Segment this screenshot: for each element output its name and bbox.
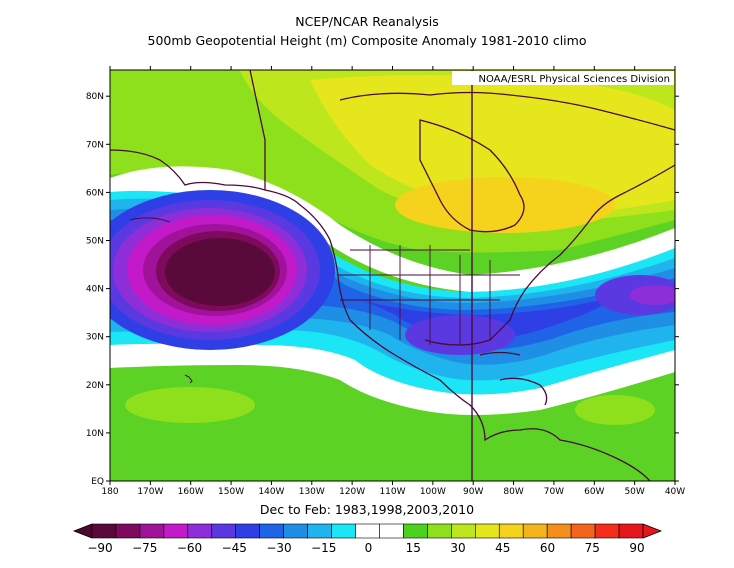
field-subtropic-patch-2 <box>575 395 655 425</box>
credit-text: NOAA/ESRL Physical Sciences Division <box>479 74 671 85</box>
aleutians <box>129 217 171 223</box>
lon-tick-label: 170W <box>137 487 163 497</box>
colorbar-max-arrow <box>642 523 663 539</box>
colorbar-swatch <box>522 523 548 539</box>
colorbar-swatch <box>91 523 117 539</box>
lat-tick-label: 50N <box>86 237 104 247</box>
colorbar-swatch <box>307 523 332 539</box>
colorbar-swatch <box>379 523 404 539</box>
colorbar-swatch <box>211 523 237 539</box>
colorbar-swatch <box>403 523 428 539</box>
colorbar-label: −30 <box>266 541 291 555</box>
colorbar-label: −75 <box>132 541 157 555</box>
colorbar-swatch <box>187 523 213 539</box>
colorbar-swatch <box>163 523 189 539</box>
colorbar-label: −90 <box>87 541 112 555</box>
colorbar-label: 60 <box>540 541 555 555</box>
lat-tick-label: 10N <box>86 429 104 439</box>
colorbar-swatch <box>570 523 596 539</box>
latitude-axis: EQ 10N 20N 30N 40N 50N 60N 70N 80N <box>86 92 679 487</box>
lon-tick-label: 40W <box>665 487 685 497</box>
anomaly-field <box>110 70 675 481</box>
colorbar-swatch <box>115 523 141 539</box>
lon-tick-label: 160W <box>178 487 204 497</box>
colorbar-swatch <box>355 523 380 539</box>
colorbar-label: 75 <box>585 541 600 555</box>
colorbar-swatch <box>594 523 620 539</box>
colorbar-swatch <box>139 523 165 539</box>
lon-tick-label: 70W <box>544 487 564 497</box>
lat-tick-label: 60N <box>86 188 104 198</box>
colorbar-label: 90 <box>629 541 644 555</box>
lat-tick-label: 80N <box>86 92 104 102</box>
title-line-2: 500mb Geopotential Height (m) Composite … <box>147 33 587 48</box>
state-borders <box>338 245 520 345</box>
field-subtropic-patch-1 <box>125 387 255 423</box>
lon-tick-label: 60W <box>584 487 604 497</box>
lon-tick-label: 80W <box>503 487 523 497</box>
colorbar-label: −15 <box>311 541 336 555</box>
field-atlantic-core <box>630 285 675 305</box>
field-zero-band-south <box>110 343 675 415</box>
colorbar-labels: −90 −75 −60 −45 −30 −15 0 15 30 45 60 75 90 <box>87 541 644 555</box>
field-yellow-max <box>395 177 615 233</box>
lon-tick-label: 90W <box>463 487 483 497</box>
colorbar-swatch <box>451 523 476 539</box>
lon-tick-label: 130W <box>299 487 325 497</box>
colorbar-label: 0 <box>365 541 373 555</box>
lat-tick-label: 30N <box>86 333 104 343</box>
lat-tick-label: 70N <box>86 140 104 150</box>
colorbar-label: −45 <box>222 541 247 555</box>
colorbar-swatch <box>546 523 572 539</box>
hawaii <box>184 374 193 384</box>
colorbar-label: 45 <box>495 541 510 555</box>
colorbar-swatch <box>498 523 524 539</box>
colorbar-swatch <box>283 523 308 539</box>
colorbar-label: −60 <box>177 541 202 555</box>
colorbar-swatch <box>235 523 260 539</box>
colorbar-swatch <box>331 523 356 539</box>
lon-tick-label: 100W <box>420 487 446 497</box>
subtitle: Dec to Feb: 1983,1998,2003,2010 <box>259 502 475 517</box>
credit-box <box>452 71 674 85</box>
colorbar-swatch <box>618 523 644 539</box>
lat-tick-label: 20N <box>86 381 104 391</box>
lon-tick-label: 50W <box>624 487 644 497</box>
colorbar-swatch <box>427 523 452 539</box>
lon-tick-label: 120W <box>339 487 365 497</box>
longitude-axis: 180 170W 160W 150W 140W 130W 120W 110W 100W 90W 80… <box>101 66 685 497</box>
colorbar-swatch <box>475 523 500 539</box>
colorbar-label: 30 <box>450 541 465 555</box>
colorbar-min-arrow <box>72 523 93 539</box>
lon-tick-label: 150W <box>218 487 244 497</box>
field-pacific-low-core <box>165 238 275 306</box>
colorbar-swatch <box>259 523 284 539</box>
lon-tick-label: 180 <box>101 487 118 497</box>
colorbar <box>72 523 663 539</box>
lat-tick-label: 40N <box>86 285 104 295</box>
lat-tick-label: EQ <box>91 477 104 487</box>
lon-tick-label: 140W <box>258 487 284 497</box>
lon-tick-label: 110W <box>379 487 405 497</box>
coastlines <box>110 70 675 481</box>
title-line-1: NCEP/NCAR Reanalysis <box>295 14 439 29</box>
colorbar-label: 15 <box>406 541 421 555</box>
